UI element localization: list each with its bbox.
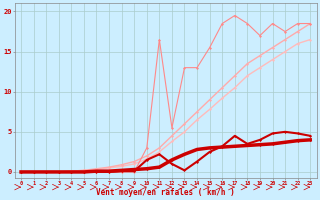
X-axis label: Vent moyen/en rafales ( km/h ): Vent moyen/en rafales ( km/h ) — [96, 188, 235, 197]
